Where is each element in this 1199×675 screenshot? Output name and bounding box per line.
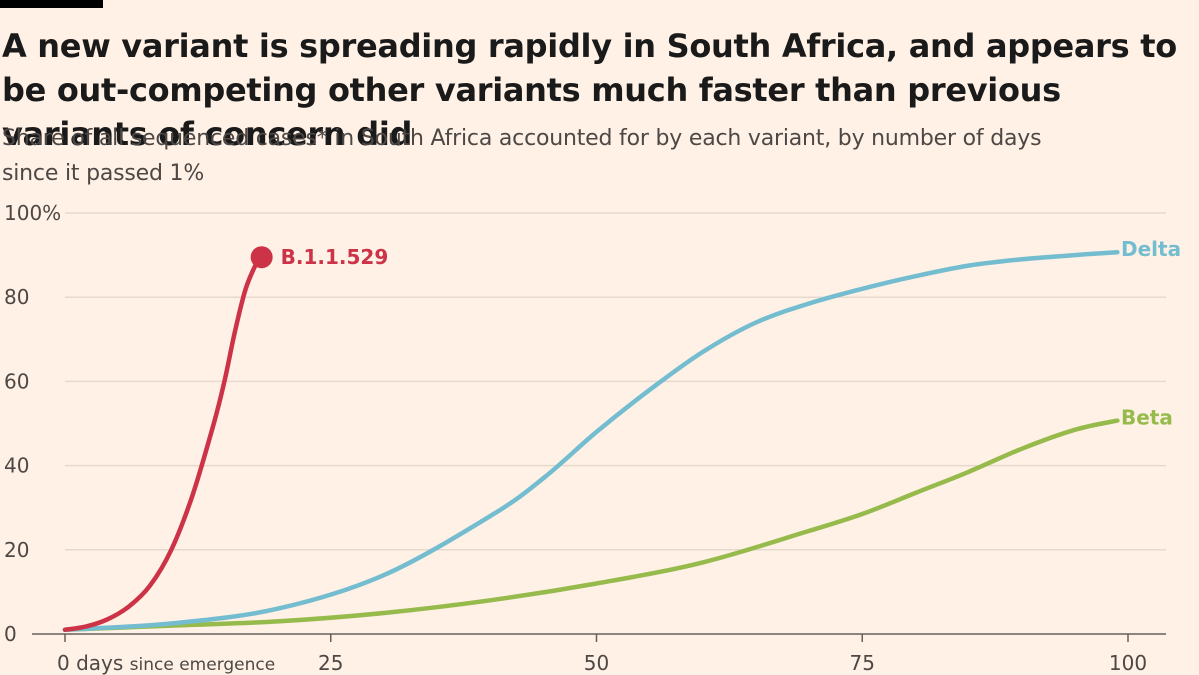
series-label-delta: Delta — [1121, 237, 1181, 261]
series-line-delta — [62, 249, 1120, 633]
x-tick-label-100: 100 — [1109, 651, 1147, 675]
y-axis-ticks: 0 20 40 60 80 100% — [4, 201, 61, 646]
series-label-beta: Beta — [1121, 406, 1173, 430]
x-tick-label-25: 25 — [318, 651, 343, 675]
x-tick-suffix: since emergence — [130, 655, 276, 675]
y-tick-label-80: 80 — [4, 285, 29, 309]
y-tick-label-40: 40 — [4, 454, 29, 478]
grid-lines — [65, 212, 1166, 551]
y-tick-label-20: 20 — [4, 538, 29, 562]
brand-bar — [0, 0, 103, 8]
chart-subtitle: Share of all sequenced cases* in South A… — [2, 126, 1042, 186]
y-tick-label-0: 0 — [4, 622, 17, 646]
y-tick-label-100: 100% — [4, 201, 61, 225]
series-end-marker-b-1-1-529 — [250, 246, 273, 269]
x-tick-label-75: 75 — [850, 651, 875, 675]
chart-title: A new variant is spreading rapidly in So… — [2, 27, 1177, 153]
series-label-b-1-1-529: B.1.1.529 — [281, 245, 389, 269]
y-tick-label-60: 60 — [4, 369, 29, 393]
x-tick-label-0: 0 days since emergence — [57, 651, 275, 675]
x-axis: 0 days since emergence 25 50 75 100 — [32, 633, 1166, 675]
x-tick-label-50: 50 — [584, 651, 609, 675]
series-group: Beta Delta B.1.1.529 — [62, 237, 1181, 633]
series-line-b-1-1-529 — [62, 254, 264, 633]
series-line-beta — [62, 418, 1120, 633]
